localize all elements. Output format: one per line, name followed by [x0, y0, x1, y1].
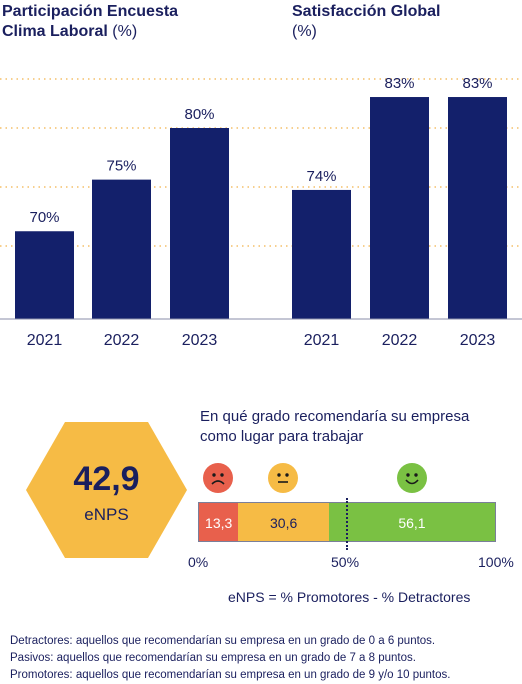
segment-label-promotores: 56,1: [398, 515, 426, 531]
happy-face-icon: [397, 463, 428, 493]
note-pasivos: Pasivos: aquellos que recomendarían su e…: [10, 652, 416, 664]
bar-chart2-2023: [448, 97, 507, 319]
data-label-chart1-2022: 75%: [106, 158, 136, 175]
tick-label-chart2-2023: 2023: [460, 332, 496, 349]
segment-label-detractores: 13,3: [205, 515, 233, 531]
data-label-chart1-2021: 70%: [29, 209, 59, 226]
scale-50: 50%: [331, 554, 360, 570]
question-line1: En qué grado recomendaría su empresa: [200, 408, 470, 425]
bars-layer: 70% 2021 75% 2022 80% 2023 74% 2021 83% 2022 83% 20…: [15, 75, 507, 349]
data-label-chart1-2023: 80%: [184, 106, 214, 123]
chart1-unit: (%): [112, 23, 138, 40]
scale-0: 0%: [188, 554, 209, 570]
tick-label-chart1-2021: 2021: [27, 332, 63, 349]
bar-chart1-2023: [170, 128, 229, 319]
bar-chart2-2021: [292, 189, 351, 319]
neutral-face-icon: [268, 463, 299, 493]
segment-label-pasivos: 30,6: [270, 515, 298, 531]
enps-hexagon: [26, 422, 187, 558]
midline-50: [346, 498, 348, 550]
tick-label-chart2-2022: 2022: [382, 332, 418, 349]
enps-value: 42,9: [73, 460, 140, 498]
bar-chart1-2022: [92, 179, 151, 319]
notes: Detractores: aquellos que recomendarían …: [10, 633, 450, 684]
chart1-title-line2: Clima Laboral: [2, 23, 108, 40]
enps-label: eNPS: [84, 505, 129, 524]
bar-charts: 70% 2021 75% 2022 80% 2023 74% 2021 83% 2022 83% 20…: [0, 75, 522, 349]
bar-chart2-2022: [370, 97, 429, 319]
tick-label-chart2-2021: 2021: [304, 332, 340, 349]
data-label-chart2-2021: 74%: [306, 168, 336, 185]
scale-100: 100%: [478, 554, 514, 570]
note-detractores: Detractores: aquellos que recomendarían …: [10, 635, 436, 647]
note-promotores: Promotores: aquellos que recomendarían s…: [10, 669, 451, 681]
enps-stacked-bar: 13,3 30,6 56,1: [198, 502, 496, 542]
data-label-chart2-2023: 83%: [462, 75, 492, 92]
data-label-chart2-2022: 83%: [384, 75, 414, 92]
bar-chart1-2021: [15, 231, 74, 319]
segment-pasivos: 30,6: [238, 503, 329, 541]
chart2-title-line1: Satisfacción Global: [292, 3, 441, 20]
question-line2: como lugar para trabajar: [200, 428, 364, 445]
chart2-unit: (%): [292, 23, 317, 40]
enps-formula: eNPS = % Promotores - % Detractores: [228, 589, 471, 605]
sad-face-icon: [202, 463, 233, 493]
question-text: En qué grado recomendaría su empresa com…: [200, 407, 469, 447]
segments: 13,3 30,6 56,1: [199, 503, 495, 541]
segment-promotores: 56,1: [328, 503, 495, 541]
chart1-title-line1: Participación Encuesta: [2, 3, 179, 20]
tick-label-chart1-2022: 2022: [104, 332, 140, 349]
tick-label-chart1-2023: 2023: [182, 332, 218, 349]
chart2-title: Satisfacción Global (%): [292, 2, 440, 42]
chart1-title: Participación Encuesta Clima Laboral (%): [2, 2, 178, 42]
segment-detractores: 13,3: [199, 503, 239, 541]
grid-lines: [0, 78, 522, 247]
